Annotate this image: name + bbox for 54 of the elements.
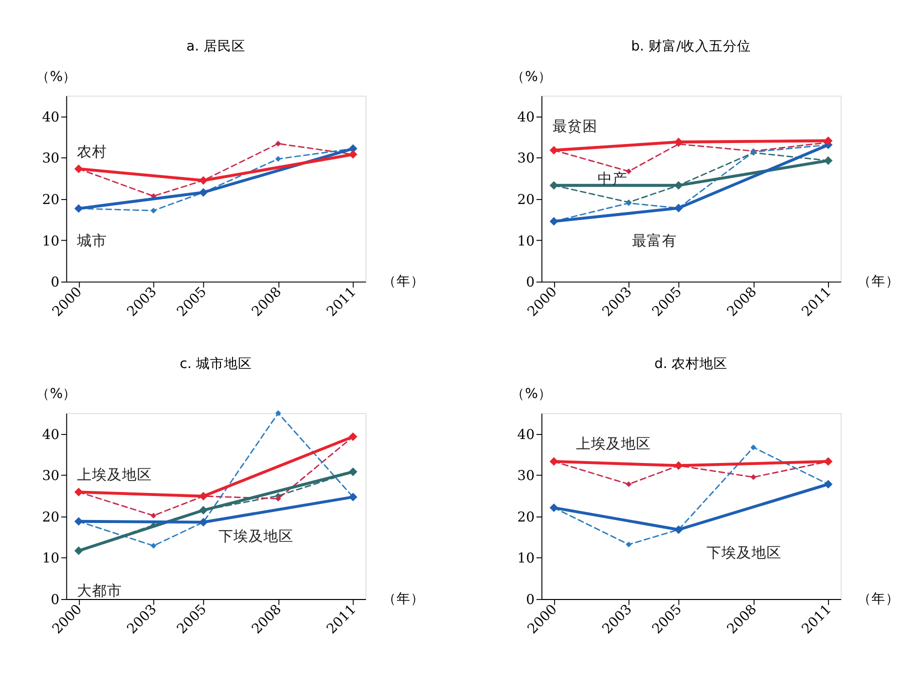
y-tick-label: 10 xyxy=(42,233,60,250)
y-tick-label: 40 xyxy=(517,426,535,443)
annotation: 上埃及地区 xyxy=(77,466,152,484)
y-tick-label: 40 xyxy=(517,109,535,126)
chart-title: b. 财富/收入五分位 xyxy=(631,38,751,54)
y-tick-label: 40 xyxy=(42,109,60,126)
y-axis-title: （%） xyxy=(36,68,77,85)
annotation: 下埃及地区 xyxy=(706,544,782,562)
annotation: 城市 xyxy=(76,232,108,250)
y-tick-label: 10 xyxy=(42,550,60,567)
point xyxy=(750,444,756,450)
annotation: 上埃及地区 xyxy=(576,436,651,453)
point xyxy=(275,156,282,162)
y-tick-label: 0 xyxy=(50,274,60,291)
chart-title: a. 居民区 xyxy=(186,38,246,54)
point xyxy=(150,542,156,549)
y-tick-label: 40 xyxy=(42,426,60,443)
point xyxy=(750,474,756,480)
point xyxy=(275,140,282,147)
y-tick-label: 20 xyxy=(42,509,60,526)
x-axis-title: （年） xyxy=(857,591,900,608)
point xyxy=(626,168,632,174)
x-axis-title: （年） xyxy=(857,274,900,290)
y-tick-label: 10 xyxy=(517,233,535,250)
annotation: 最富有 xyxy=(632,232,678,250)
chart-title: c. 城市地区 xyxy=(180,356,252,372)
y-tick-label: 10 xyxy=(517,550,535,567)
x-axis-title: （年） xyxy=(382,591,424,608)
y-tick-label: 0 xyxy=(50,592,60,608)
y-tick-label: 0 xyxy=(526,274,535,291)
y-tick-label: 30 xyxy=(42,150,60,167)
annotation: 最贫困 xyxy=(552,118,598,136)
y-tick-label: 20 xyxy=(517,509,535,526)
y-tick-label: 30 xyxy=(42,468,60,484)
y-axis-title: （%） xyxy=(511,68,552,85)
annotation: 大都市 xyxy=(77,582,122,600)
y-axis-title: （%） xyxy=(511,386,552,402)
annotation: 下埃及地区 xyxy=(218,528,294,546)
point xyxy=(150,208,156,214)
chart-title: d. 农村地区 xyxy=(654,356,728,372)
point xyxy=(275,410,282,416)
point xyxy=(150,512,156,518)
point xyxy=(275,496,282,502)
y-tick-label: 0 xyxy=(526,592,535,608)
y-tick-label: 20 xyxy=(42,192,60,208)
point xyxy=(626,542,632,548)
annotation: 农村 xyxy=(77,143,108,160)
point xyxy=(626,481,632,488)
y-tick-label: 20 xyxy=(517,192,535,208)
x-axis-title: （年） xyxy=(382,274,424,290)
y-tick-label: 30 xyxy=(517,468,535,484)
y-axis-title: （%） xyxy=(36,386,77,402)
y-tick-label: 30 xyxy=(517,150,535,167)
annotation: 中产 xyxy=(598,170,628,188)
